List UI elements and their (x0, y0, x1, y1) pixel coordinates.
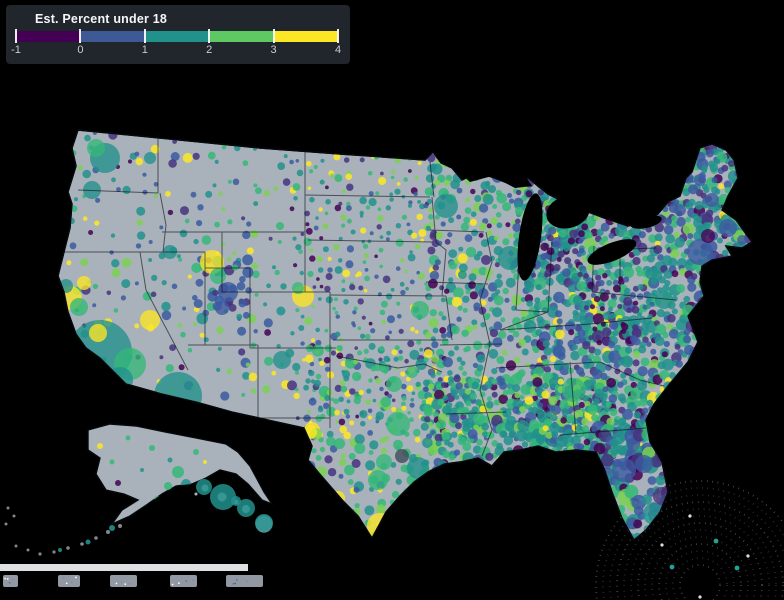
legend-tick-mark (272, 29, 275, 43)
legend-tick-mark (143, 29, 146, 43)
dot-region-appalachia (572, 271, 658, 350)
legend-tick-label: 1 (141, 44, 148, 56)
footer-white-bar (0, 564, 248, 571)
legend-segment-4 (273, 31, 339, 42)
map-thumbnail (3, 575, 18, 587)
hawaii-inset (193, 479, 274, 534)
legend-tick-label: 3 (270, 44, 277, 56)
legend-segment-2 (144, 31, 210, 42)
map-thumbnail (226, 575, 263, 587)
legend-segment-3 (209, 31, 274, 42)
footer-strip (0, 564, 263, 587)
legend-tick-label: 4 (334, 44, 342, 56)
legend-title: Est. Percent under 18 (35, 12, 168, 26)
coastline (57, 129, 754, 542)
legend-colorbar (15, 29, 339, 43)
legend-tick-labels: -1 0 1 2 3 4 (11, 44, 342, 58)
legend-tick-label: 2 (206, 44, 213, 56)
legend-tick-label: 0 (77, 44, 84, 56)
legend-panel: Est. Percent under 18 -1 0 1 2 3 4 (6, 5, 350, 64)
legend-segment-0 (16, 31, 81, 42)
concentric-dot-rings (595, 480, 784, 600)
great-lakes (436, 150, 662, 281)
map-thumbnail (110, 575, 137, 587)
aleutian-islands (4, 506, 122, 556)
legend-tick-mark (79, 29, 82, 43)
dot-region-south (420, 372, 619, 477)
legend-tick-mark (208, 29, 211, 43)
legend-tick-label: -1 (11, 44, 21, 56)
legend-tick-mark (15, 29, 17, 43)
map-thumbnail (170, 575, 197, 587)
legend-tick-mark (337, 29, 339, 43)
legend-segment-1 (80, 31, 145, 42)
map-thumbnail (58, 575, 80, 587)
